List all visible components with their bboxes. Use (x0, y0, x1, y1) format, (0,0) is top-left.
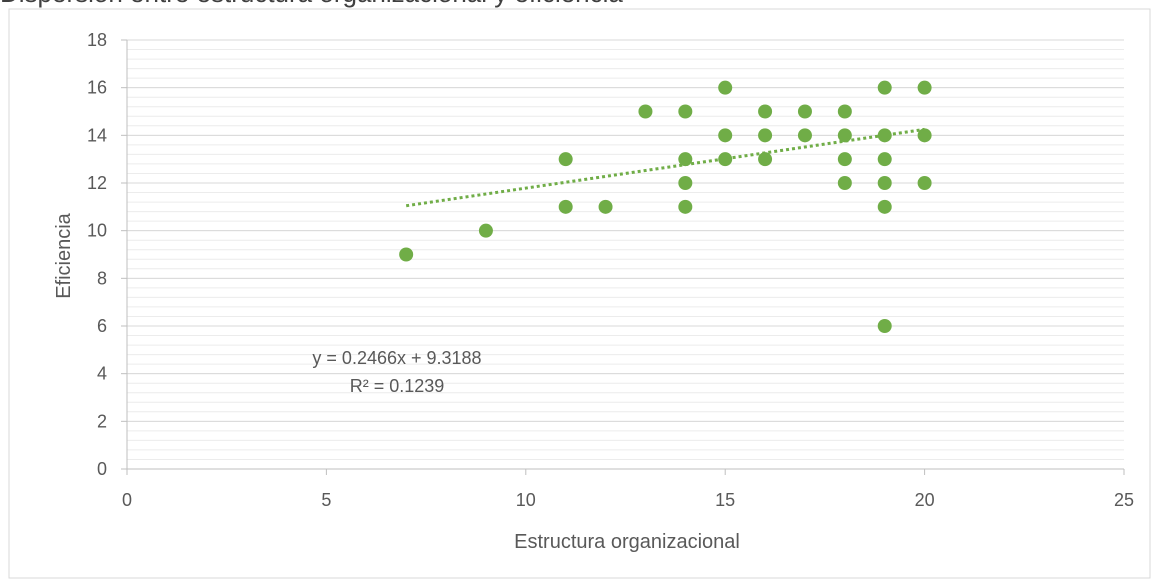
data-point (758, 128, 773, 143)
data-point (877, 152, 892, 167)
data-point (678, 176, 693, 190)
data-point (558, 152, 573, 167)
minor-gridlines (127, 39, 1124, 470)
y-tick-label: 2 (97, 411, 107, 431)
data-point (678, 104, 693, 119)
y-tick-label: 16 (87, 78, 107, 98)
x-tick-label: 5 (321, 490, 331, 510)
data-points (399, 80, 932, 333)
chart-border (8, 8, 1151, 579)
x-tick-label: 25 (1114, 490, 1134, 510)
data-point (917, 128, 932, 143)
y-axis-label: Eficiencia (53, 212, 75, 298)
y-tick-label: 4 (97, 364, 107, 384)
data-point (837, 128, 852, 143)
x-tick-label: 10 (516, 490, 536, 510)
data-point (797, 128, 812, 143)
y-tick-label: 6 (97, 316, 107, 336)
data-point (718, 152, 733, 167)
data-point (797, 104, 812, 119)
x-tick-label: 15 (715, 490, 735, 510)
data-point (758, 152, 773, 167)
x-axis-tick-labels: 0 5 10 15 20 25 (122, 490, 1134, 510)
data-point (718, 80, 733, 95)
data-point (917, 80, 932, 95)
y-axis-tick-labels: 0 2 4 6 8 10 12 14 16 18 (87, 30, 107, 479)
data-point (558, 199, 573, 214)
r-squared-label: R² = 0.1239 (350, 376, 445, 396)
data-point (877, 319, 892, 333)
data-point (638, 104, 653, 119)
data-point (718, 128, 733, 143)
chart-title: Dispersión entre estructura organizacion… (0, 0, 623, 9)
axes (121, 39, 1125, 475)
data-point (877, 80, 892, 95)
y-tick-label: 8 (97, 268, 107, 288)
trendline-equation: y = 0.2466x + 9.3188 (312, 348, 481, 368)
y-tick-label: 0 (97, 459, 107, 479)
y-tick-label: 10 (87, 221, 107, 241)
x-axis-label: Estructura organizacional (514, 531, 740, 553)
y-tick-label: 18 (87, 30, 107, 50)
data-point (837, 176, 852, 190)
data-point (837, 152, 852, 167)
data-point (478, 223, 493, 238)
data-point (877, 176, 892, 190)
x-tick-label: 20 (915, 490, 935, 510)
data-point (598, 199, 613, 214)
y-tick-label: 14 (87, 125, 107, 145)
data-point (917, 176, 932, 190)
x-tick-label: 0 (122, 490, 132, 510)
data-point (758, 104, 773, 119)
data-point (399, 247, 414, 262)
y-tick-label: 12 (87, 173, 107, 193)
data-point (837, 104, 852, 119)
data-point (877, 199, 892, 214)
major-gridlines (127, 39, 1124, 422)
data-point (678, 152, 693, 167)
data-point (678, 199, 693, 214)
data-point (877, 128, 892, 143)
